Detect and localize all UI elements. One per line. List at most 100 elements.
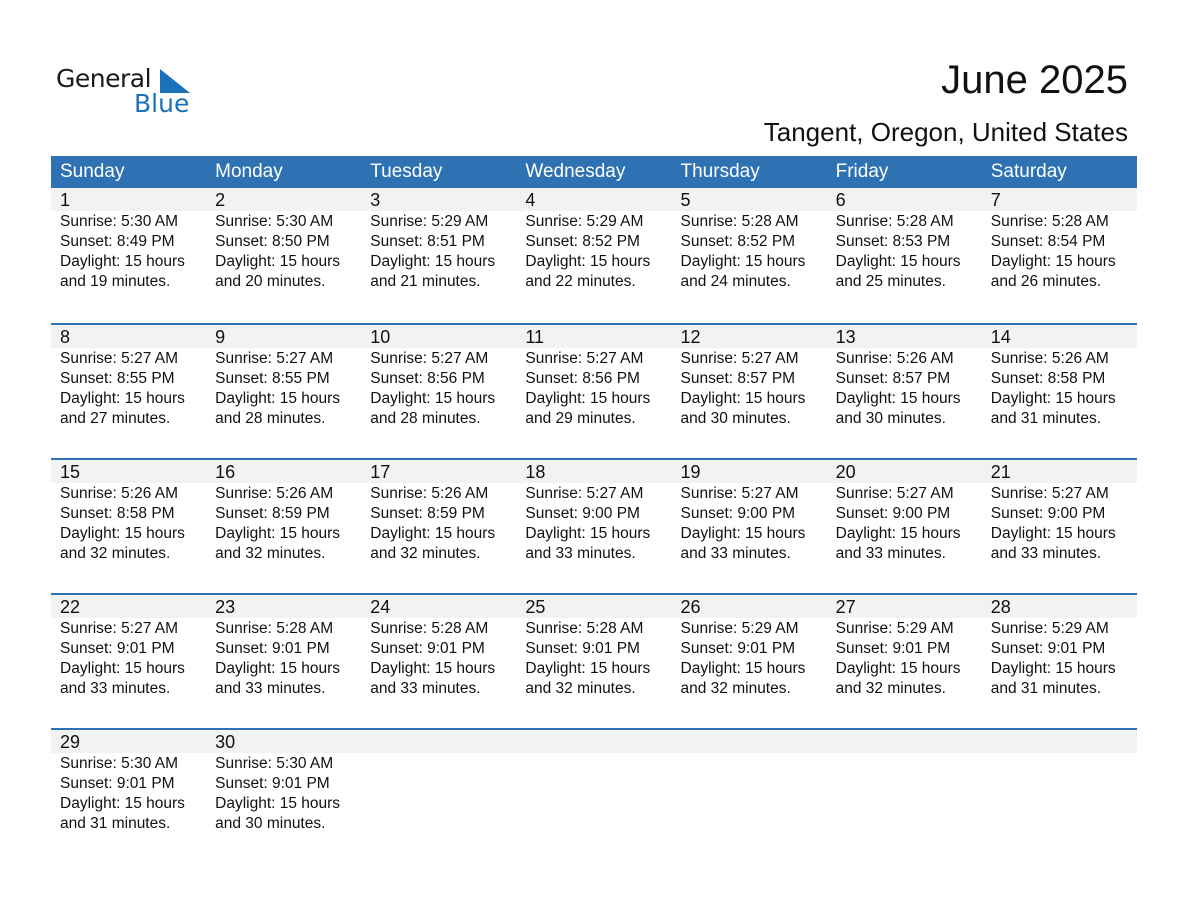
empty-cell [361,730,516,863]
daylight-text: Daylight: 15 hours [370,525,496,542]
day-cell: 13 Sunrise: 5:26 AM Sunset: 8:57 PM Dayligh… [827,325,982,458]
sunrise-text: Sunrise: 5:26 AM [60,485,179,502]
daylight-text: Daylight: 15 hours [215,253,341,270]
day-cell: 15 Sunrise: 5:26 AM Sunset: 8:58 PM Dayligh… [51,460,206,593]
day-number: 18 [525,462,546,482]
daylight-text: Daylight: 15 hours [680,390,806,407]
day-number: 21 [990,462,1011,482]
day-cell: 30 Sunrise: 5:30 AM Sunset: 9:01 PM Dayligh… [206,730,361,863]
daylight-minutes-text: and 21 minutes. [370,273,481,290]
sunset-text: Sunset: 8:59 PM [370,505,485,522]
sunrise-text: Sunrise: 5:26 AM [215,485,334,502]
weekday-tuesday: Tuesday [370,161,443,182]
sunrise-text: Sunrise: 5:27 AM [835,485,954,502]
weekday-wednesday: Wednesday [525,161,626,182]
sunrise-text: Sunrise: 5:27 AM [60,350,179,367]
logo-text-blue: Blue [134,89,190,118]
sunrise-text: Sunrise: 5:27 AM [215,350,334,367]
sunset-text: Sunset: 9:01 PM [835,640,951,657]
daylight-minutes-text: and 33 minutes. [60,680,171,697]
day-number: 19 [680,462,701,482]
sunrise-text: Sunrise: 5:26 AM [370,485,489,502]
sunrise-text: Sunrise: 5:28 AM [525,620,644,637]
day-number: 10 [370,327,391,347]
sunset-text: Sunset: 9:01 PM [215,640,330,657]
logo-triangle-icon [160,69,190,93]
location-subtitle: Tangent, Oregon, United States [763,117,1128,147]
sunrise-text: Sunrise: 5:30 AM [60,213,179,230]
empty-cell [672,730,827,863]
day-cell: 21 Sunrise: 5:27 AM Sunset: 9:00 PM Dayligh… [982,460,1137,593]
weekday-header: Sunday Monday Tuesday Wednesday Thursday Frid… [51,156,1137,188]
sunrise-text: Sunrise: 5:28 AM [990,213,1109,230]
week-row: 1 Sunrise: 5:30 AM Sunset: 8:49 PM Daylight… [51,188,1137,323]
sunrise-text: Sunrise: 5:29 AM [990,620,1109,637]
day-cell: 4 Sunrise: 5:29 AM Sunset: 8:52 PM Daylight… [516,188,671,323]
daylight-minutes-text: and 31 minutes. [990,410,1102,427]
day-cell: 5 Sunrise: 5:28 AM Sunset: 8:52 PM Daylight… [672,188,827,323]
sunrise-text: Sunrise: 5:27 AM [525,485,644,502]
day-number: 4 [525,190,536,210]
sunset-text: Sunset: 9:01 PM [370,640,485,657]
daylight-text: Daylight: 15 hours [835,660,961,677]
daylight-text: Daylight: 15 hours [525,660,651,677]
sunset-text: Sunset: 9:01 PM [525,640,640,657]
logo: General Blue [56,64,196,120]
sunset-text: Sunset: 8:57 PM [680,370,796,387]
daylight-minutes-text: and 33 minutes. [990,545,1102,562]
daylight-minutes-text: and 33 minutes. [680,545,791,562]
day-cell: 29 Sunrise: 5:30 AM Sunset: 9:01 PM Dayligh… [51,730,206,863]
daylight-minutes-text: and 29 minutes. [525,410,636,427]
daylight-text: Daylight: 15 hours [680,660,806,677]
day-number: 22 [60,597,81,617]
sunrise-text: Sunrise: 5:30 AM [215,213,334,230]
daylight-text: Daylight: 15 hours [60,660,185,677]
day-number: 30 [215,732,236,752]
daylight-minutes-text: and 24 minutes. [680,273,791,290]
sunrise-text: Sunrise: 5:28 AM [835,213,954,230]
day-number: 25 [525,597,546,617]
daylight-minutes-text: and 32 minutes. [525,680,636,697]
daylight-text: Daylight: 15 hours [60,525,185,542]
sunset-text: Sunset: 8:58 PM [60,505,175,522]
day-number: 24 [370,597,391,617]
day-cell: 18 Sunrise: 5:27 AM Sunset: 9:00 PM Dayligh… [516,460,671,593]
day-number: 17 [370,462,391,482]
day-number: 6 [835,190,846,210]
page-title: June 2025 [941,58,1128,102]
daylight-minutes-text: and 28 minutes. [370,410,481,427]
day-cell: 3 Sunrise: 5:29 AM Sunset: 8:51 PM Daylight… [361,188,516,323]
week-row: 29 Sunrise: 5:30 AM Sunset: 9:01 PM Dayligh… [51,728,1137,863]
day-number: 27 [835,597,856,617]
empty-cell [827,730,982,863]
sunrise-text: Sunrise: 5:27 AM [990,485,1109,502]
daylight-minutes-text: and 33 minutes. [525,545,636,562]
daylight-text: Daylight: 15 hours [990,253,1116,270]
sunrise-text: Sunrise: 5:27 AM [680,350,799,367]
daylight-minutes-text: and 26 minutes. [990,273,1102,290]
daylight-minutes-text: and 31 minutes. [990,680,1102,697]
daylight-text: Daylight: 15 hours [835,390,961,407]
empty-cell [982,730,1137,863]
day-cell: 19 Sunrise: 5:27 AM Sunset: 9:00 PM Dayligh… [672,460,827,593]
daylight-minutes-text: and 32 minutes. [370,545,481,562]
daylight-text: Daylight: 15 hours [990,525,1116,542]
sunset-text: Sunset: 9:01 PM [215,775,330,792]
day-cell: 11 Sunrise: 5:27 AM Sunset: 8:56 PM Dayligh… [516,325,671,458]
sunset-text: Sunset: 8:52 PM [525,233,640,250]
daylight-text: Daylight: 15 hours [370,253,496,270]
day-cell: 28 Sunrise: 5:29 AM Sunset: 9:01 PM Dayligh… [982,595,1137,728]
week-row: 8 Sunrise: 5:27 AM Sunset: 8:55 PM Daylight… [51,323,1137,458]
daylight-minutes-text: and 32 minutes. [215,545,326,562]
sunrise-text: Sunrise: 5:26 AM [990,350,1109,367]
daylight-minutes-text: and 30 minutes. [835,410,946,427]
daylight-text: Daylight: 15 hours [60,795,185,812]
sunrise-text: Sunrise: 5:30 AM [215,755,334,772]
daylight-minutes-text: and 33 minutes. [215,680,326,697]
day-cell: 1 Sunrise: 5:30 AM Sunset: 8:49 PM Daylight… [51,188,206,323]
day-number: 9 [215,327,226,347]
weekday-sunday: Sunday [60,161,125,182]
sunset-text: Sunset: 9:00 PM [525,505,640,522]
sunset-text: Sunset: 8:55 PM [60,370,175,387]
day-cell: 23 Sunrise: 5:28 AM Sunset: 9:01 PM Dayligh… [206,595,361,728]
